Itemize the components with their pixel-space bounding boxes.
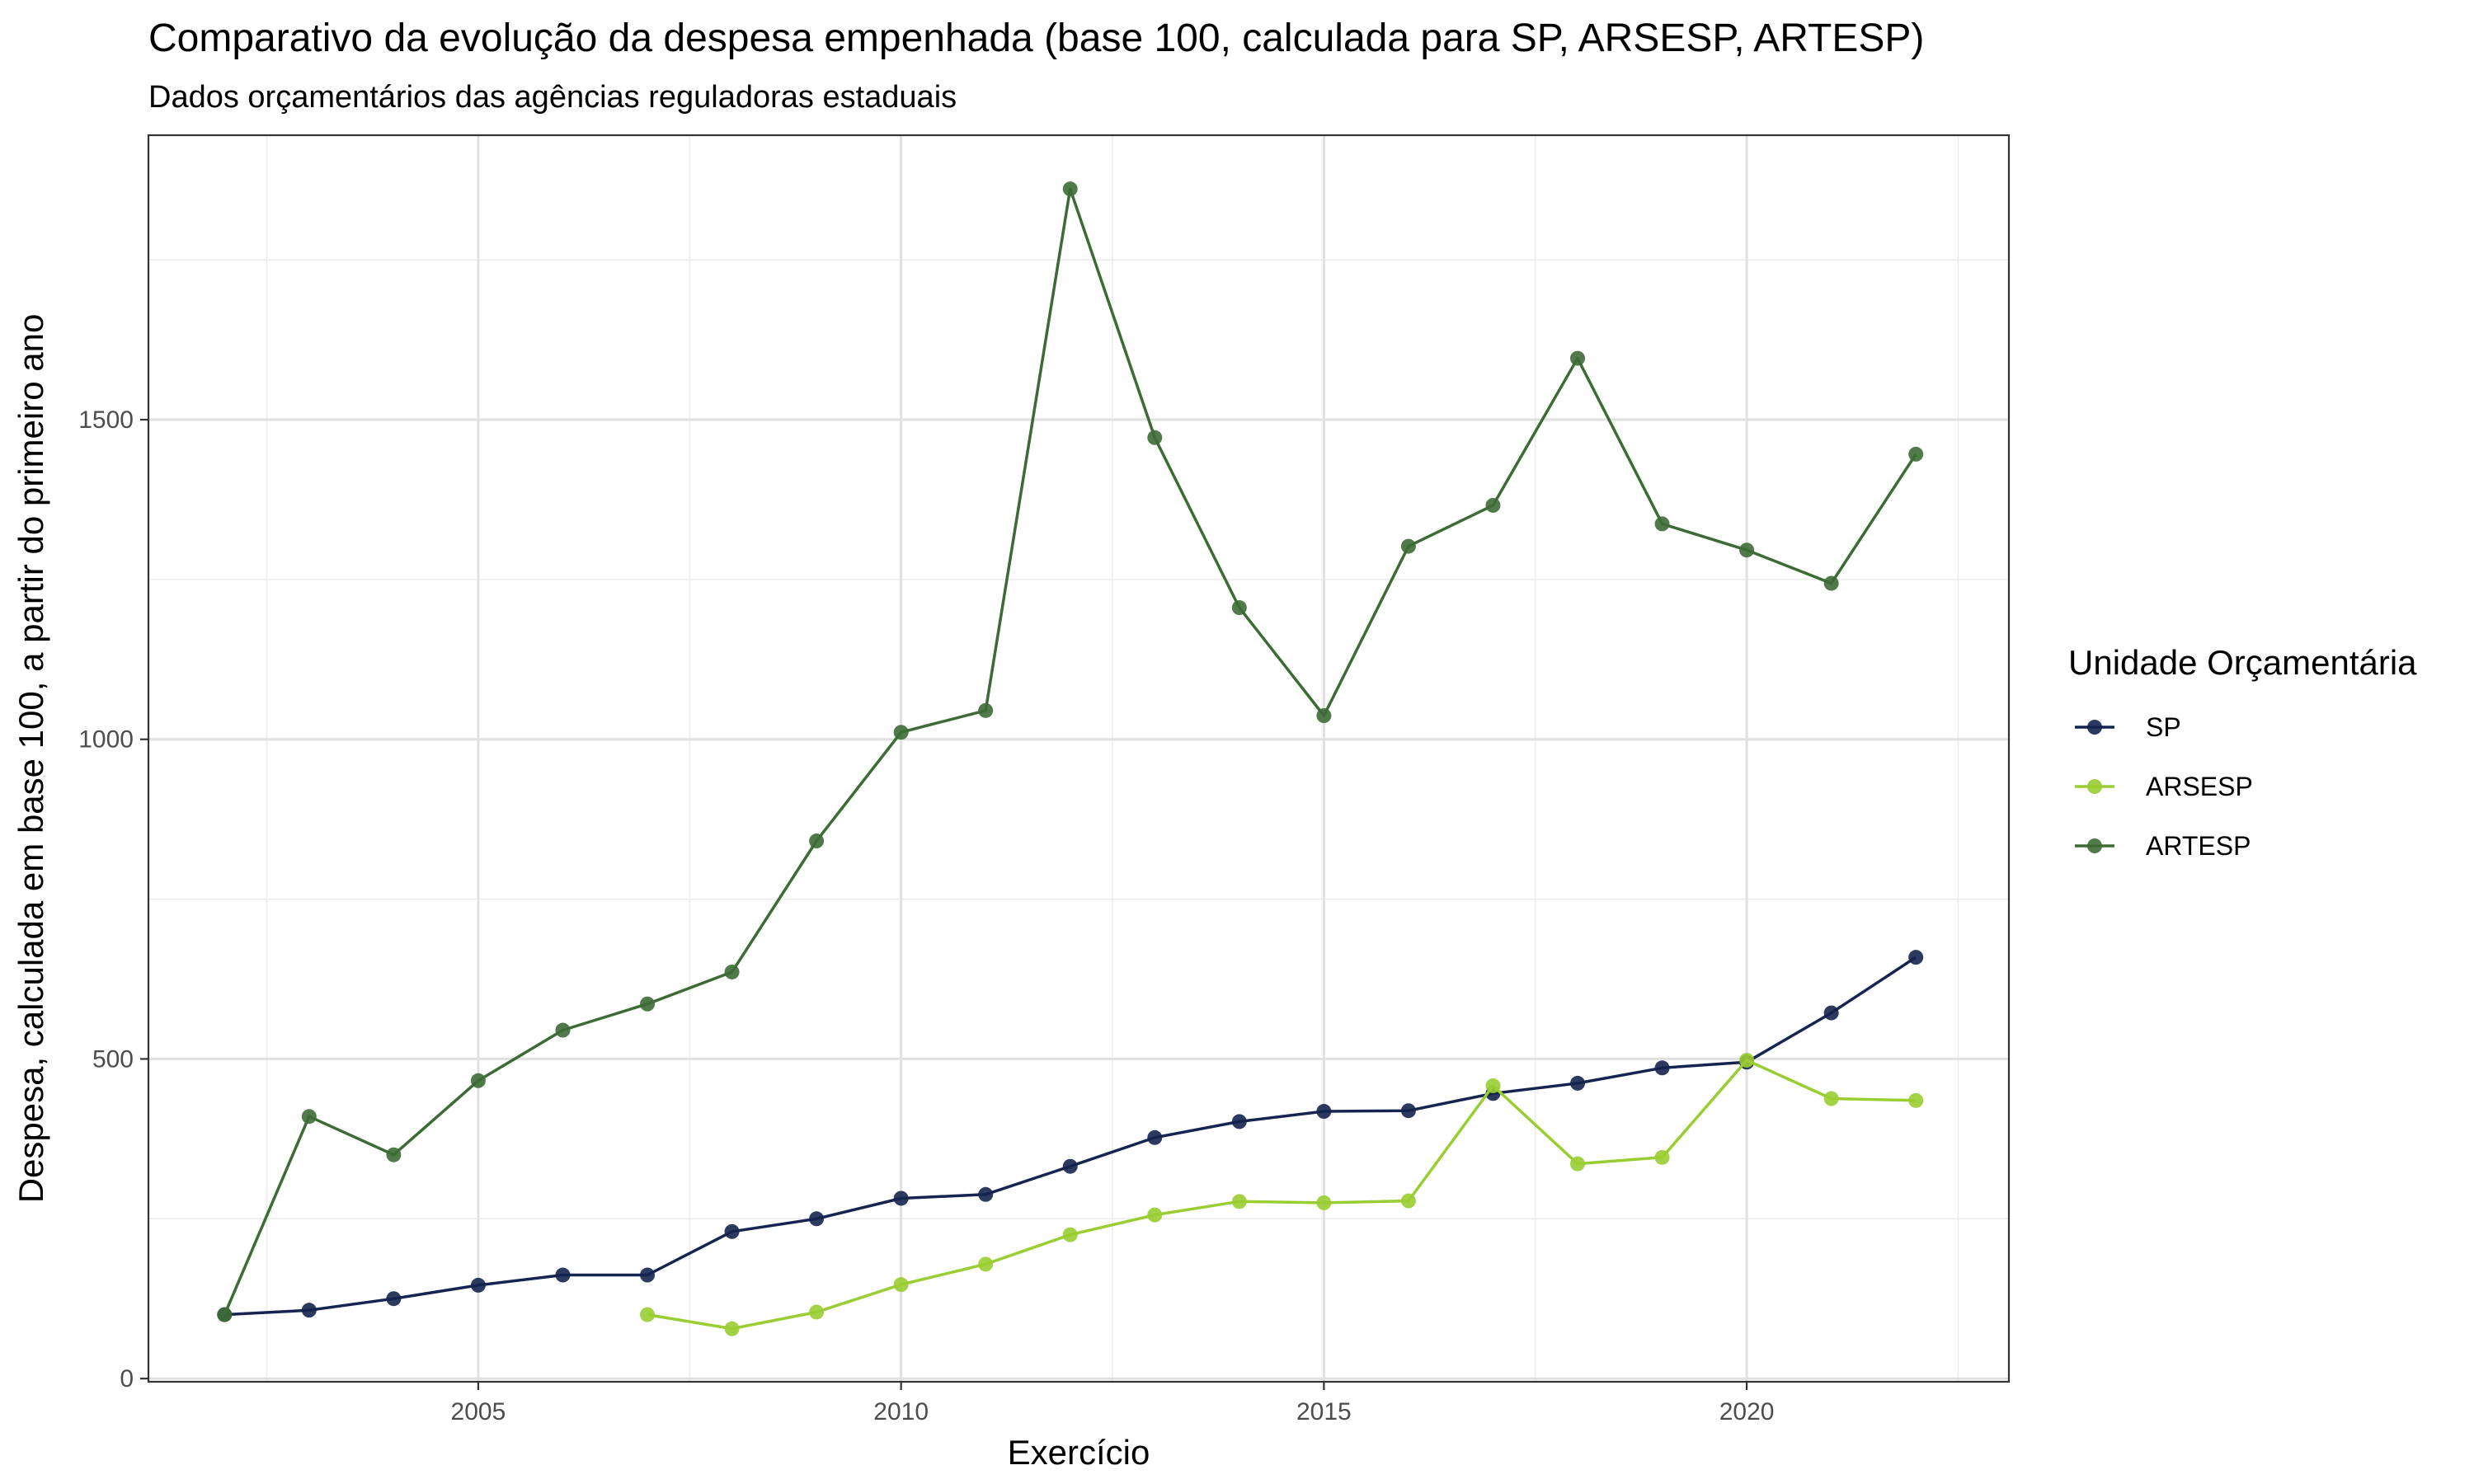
x-tick-label: 2010: [873, 1398, 929, 1425]
data-point-arsesp: [1654, 1149, 1670, 1165]
series-layer: [217, 181, 1924, 1336]
data-point-artesp: [640, 996, 656, 1012]
data-point-artesp: [978, 702, 994, 718]
data-point-arsesp: [724, 1321, 740, 1336]
x-tick-label: 2005: [451, 1398, 506, 1425]
data-point-sp: [386, 1291, 402, 1307]
legend-label: ARSESP: [2146, 772, 2253, 801]
data-point-artesp: [301, 1109, 317, 1125]
data-point-sp: [1062, 1158, 1078, 1174]
data-point-artesp: [555, 1022, 571, 1038]
data-point-arsesp: [1400, 1193, 1416, 1209]
series-line-arsesp: [647, 1059, 1917, 1331]
data-point-artesp: [1485, 497, 1501, 513]
data-point-arsesp: [1739, 1052, 1755, 1068]
data-point-arsesp: [1231, 1194, 1247, 1209]
data-point-arsesp: [1570, 1156, 1586, 1172]
data-point-artesp: [1823, 575, 1839, 591]
data-point-artesp: [470, 1073, 486, 1088]
data-point-arsesp: [893, 1277, 909, 1293]
chart-title: Comparativo da evolução da despesa empen…: [148, 16, 1924, 60]
y-axis-title: Despesa, calculada em base 100, a partir…: [12, 314, 50, 1204]
x-axis: 2005 2010 2015 2020: [451, 1382, 1775, 1425]
legend-item-sp: SP: [2075, 712, 2181, 742]
data-point-arsesp: [1147, 1207, 1163, 1223]
data-point-sp: [809, 1211, 825, 1227]
data-point-artesp: [386, 1147, 402, 1162]
data-point-artesp: [1400, 538, 1416, 554]
data-point-artesp: [1654, 516, 1670, 532]
data-point-sp: [1147, 1129, 1163, 1145]
data-point-arsesp: [1316, 1195, 1332, 1210]
x-axis-title: Exercício: [1008, 1433, 1150, 1472]
legend-item-arsesp: ARSESP: [2075, 772, 2253, 801]
legend-key-point: [2087, 720, 2102, 735]
legend-items: SP ARSESP ARTESP: [2075, 712, 2253, 861]
data-point-artesp: [1147, 430, 1163, 445]
data-point-sp: [978, 1186, 994, 1202]
legend-label: ARTESP: [2146, 831, 2251, 861]
plot-border: [147, 134, 2011, 1383]
series-artesp: [217, 181, 1924, 1322]
data-point-arsesp: [978, 1256, 994, 1272]
data-point-artesp: [1908, 446, 1924, 462]
data-point-artesp: [809, 834, 825, 849]
data-point-sp: [1654, 1060, 1670, 1076]
data-point-sp: [555, 1267, 571, 1283]
x-tick-label: 2020: [1719, 1398, 1775, 1425]
data-point-arsesp: [809, 1304, 825, 1320]
grid-major: [148, 135, 2009, 1382]
legend-key-point: [2087, 838, 2102, 853]
legend-label: SP: [2146, 712, 2181, 742]
data-point-sp: [893, 1190, 909, 1206]
data-point-arsesp: [1908, 1092, 1924, 1108]
grid-minor: [148, 135, 2009, 1382]
plot-background: [148, 135, 2009, 1382]
chart-subtitle: Dados orçamentários das agências regulad…: [148, 80, 957, 115]
legend: Unidade Orçamentária SP ARSESP ARTESP: [2068, 643, 2417, 861]
data-point-sp: [301, 1303, 317, 1318]
data-point-sp: [724, 1223, 740, 1239]
y-axis: 0 500 1000 1500: [78, 406, 148, 1392]
data-point-artesp: [724, 964, 740, 979]
data-point-arsesp: [640, 1307, 656, 1322]
data-point-artesp: [1739, 542, 1755, 558]
data-point-sp: [470, 1277, 486, 1293]
data-point-artesp: [217, 1307, 233, 1322]
data-point-sp: [1231, 1114, 1247, 1129]
series-arsesp: [640, 1052, 1924, 1336]
data-point-sp: [1823, 1005, 1839, 1021]
data-point-artesp: [1570, 350, 1586, 366]
data-point-sp: [640, 1267, 656, 1283]
data-point-sp: [1316, 1104, 1332, 1120]
data-point-arsesp: [1062, 1227, 1078, 1242]
data-point-artesp: [1231, 600, 1247, 616]
data-point-artesp: [893, 725, 909, 740]
data-point-sp: [1400, 1103, 1416, 1119]
legend-title: Unidade Orçamentária: [2068, 643, 2417, 682]
data-point-sp: [1908, 950, 1924, 965]
y-tick-label: 1000: [78, 726, 134, 754]
x-tick-label: 2015: [1296, 1398, 1352, 1425]
data-point-arsesp: [1823, 1091, 1839, 1106]
y-tick-label: 500: [92, 1045, 134, 1073]
y-tick-label: 0: [120, 1365, 134, 1392]
legend-key-point: [2087, 779, 2102, 794]
data-point-artesp: [1316, 708, 1332, 724]
series-sp: [217, 950, 1924, 1322]
legend-item-artesp: ARTESP: [2075, 831, 2251, 861]
data-point-artesp: [1062, 181, 1078, 197]
y-tick-label: 1500: [78, 406, 134, 434]
data-point-arsesp: [1485, 1078, 1501, 1093]
data-point-sp: [1570, 1075, 1586, 1091]
